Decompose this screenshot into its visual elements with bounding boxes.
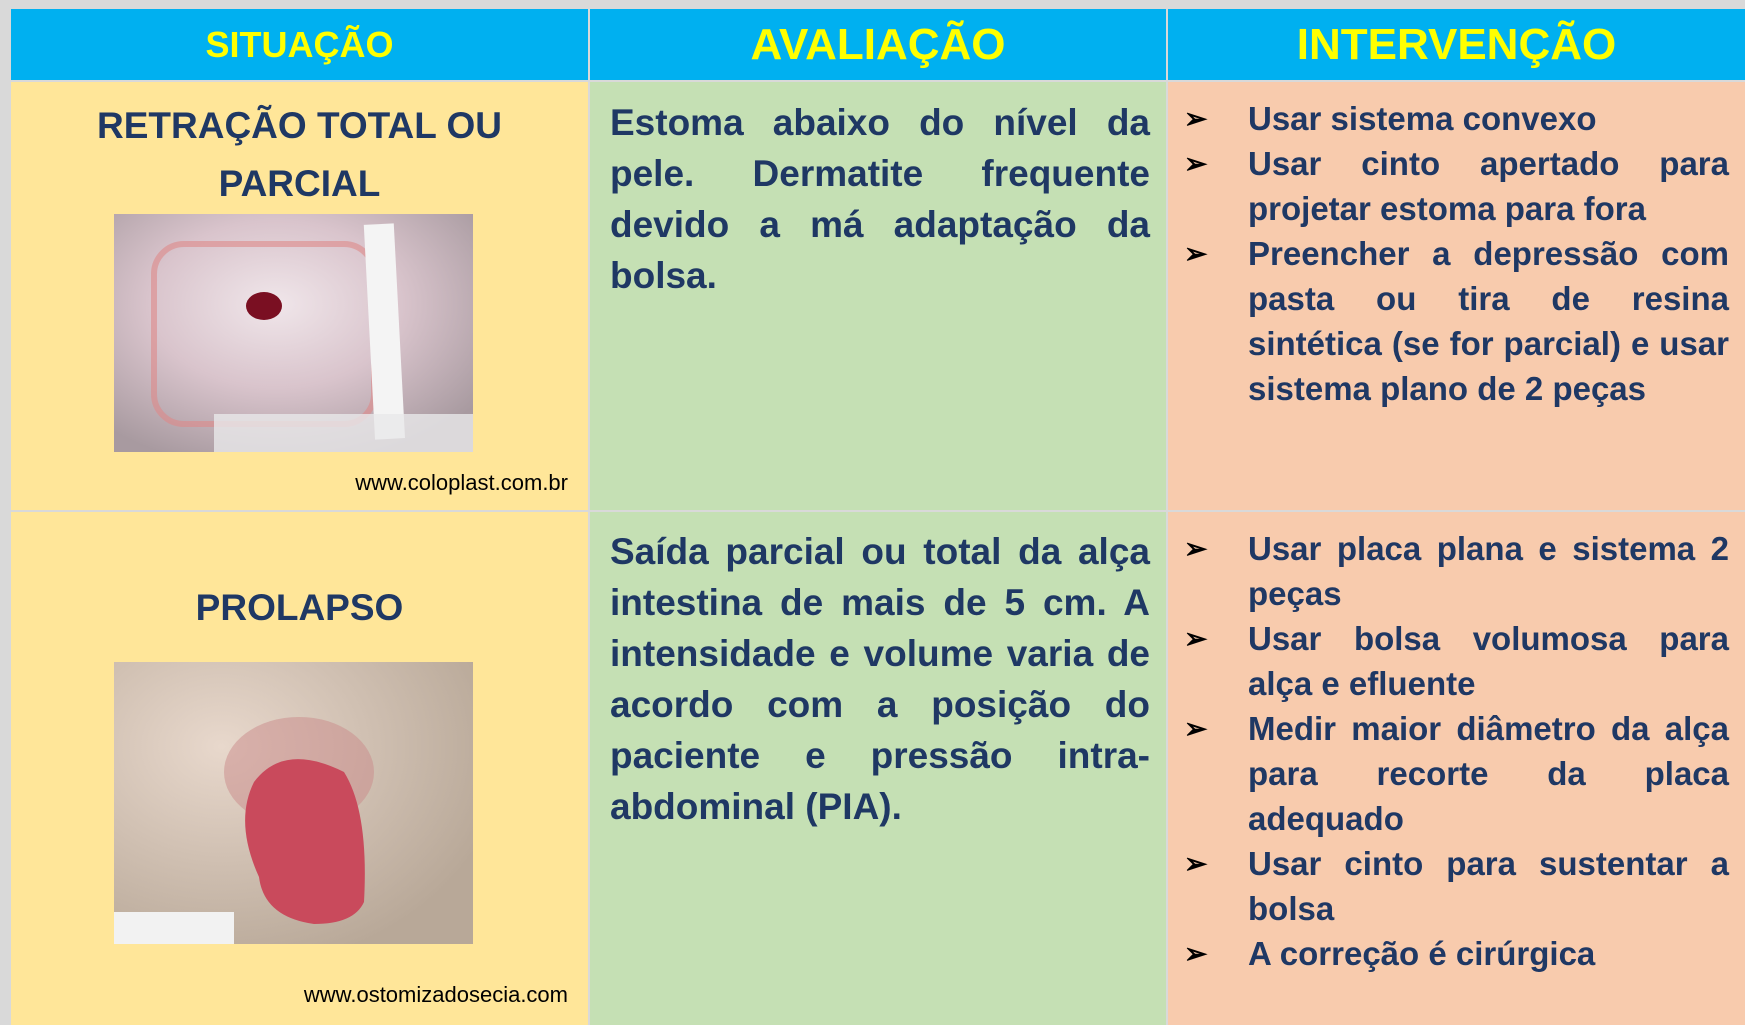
intervencao-cell: Usar placa plana e sistema 2 peçasUsar b… xyxy=(1168,512,1745,1025)
situacao-cell: RETRAÇÃO TOTAL OU PARCIAL www.coloplast.… xyxy=(11,82,588,510)
header-cell: SITUAÇÃO xyxy=(11,9,588,80)
situacao-title: PROLAPSO xyxy=(195,587,404,628)
source: www.coloplast.com.br xyxy=(355,470,568,495)
header-cell: INTERVENÇÃO xyxy=(1168,9,1745,80)
intervencao-item: Preencher a depressão com pasta ou tira … xyxy=(1184,231,1729,411)
avaliacao-text: Estoma abaixo do nível da pele. Dermatit… xyxy=(610,102,1150,296)
intervencao-list: Usar placa plana e sistema 2 peçasUsar b… xyxy=(1168,526,1745,976)
avaliacao-text: Saída parcial ou total da alça intestina… xyxy=(610,531,1150,827)
intervencao-item: Usar cinto apertado para projetar estoma… xyxy=(1184,141,1729,231)
source: www.ostomizadosecia.com xyxy=(303,982,568,1007)
avaliacao-cell: Saída parcial ou total da alça intestina… xyxy=(590,512,1166,1025)
avaliacao-cell: Estoma abaixo do nível da pele. Dermatit… xyxy=(590,82,1166,510)
photo xyxy=(114,214,473,452)
intervencao-item: Usar bolsa volumosa para alça e efluente xyxy=(1184,616,1729,706)
header-cell: AVALIAÇÃO xyxy=(590,9,1166,80)
intervencao-item: Usar placa plana e sistema 2 peças xyxy=(1184,526,1729,616)
situacao-cell: PROLAPSO www.ostomizadosecia.com xyxy=(11,512,588,1025)
intervencao-item: Medir maior diâmetro da alça para recort… xyxy=(1184,706,1729,841)
photo xyxy=(114,662,473,944)
situacao-title: RETRAÇÃO TOTAL OU PARCIAL xyxy=(97,105,502,204)
intervencao-item: Usar cinto para sustentar a bolsa xyxy=(1184,841,1729,931)
intervencao-item: Usar sistema convexo xyxy=(1184,96,1729,141)
intervencao-item: A correção é cirúrgica xyxy=(1184,931,1729,976)
intervencao-list: Usar sistema convexoUsar cinto apertado … xyxy=(1168,96,1745,411)
intervencao-cell: Usar sistema convexoUsar cinto apertado … xyxy=(1168,82,1745,510)
